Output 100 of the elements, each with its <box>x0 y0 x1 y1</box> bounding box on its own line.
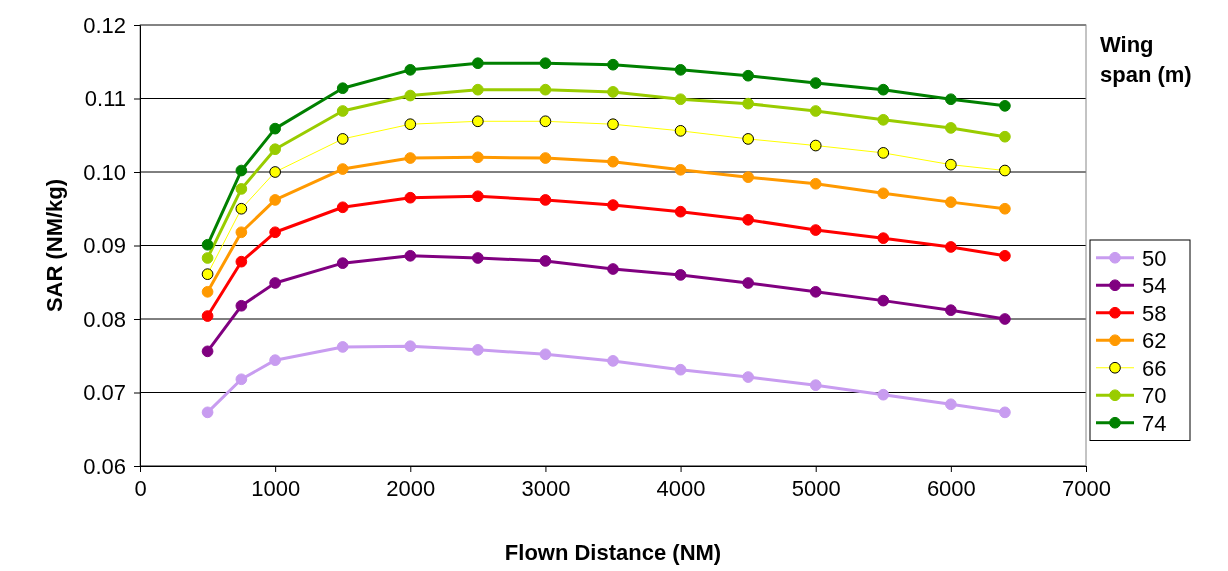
point <box>945 398 957 411</box>
point <box>472 151 484 164</box>
point <box>336 163 349 175</box>
point <box>472 115 484 128</box>
point <box>999 249 1011 262</box>
point <box>607 263 619 275</box>
x-tick-label: 6000 <box>926 475 976 501</box>
point <box>539 194 552 206</box>
y-tick-label: 0.12 <box>83 12 126 38</box>
point <box>742 213 754 226</box>
point <box>269 122 281 135</box>
point <box>235 373 248 386</box>
point <box>945 304 957 317</box>
point <box>404 89 417 102</box>
point <box>336 82 349 95</box>
point <box>674 363 687 376</box>
point <box>742 97 754 110</box>
point <box>539 255 552 267</box>
legend-label: 62 <box>1142 328 1167 354</box>
legend-label: 66 <box>1142 355 1167 381</box>
x-tick-label: 7000 <box>1062 475 1111 501</box>
point <box>404 152 417 164</box>
point <box>472 344 484 356</box>
point <box>269 226 281 239</box>
point <box>201 238 214 251</box>
point <box>999 100 1011 112</box>
legend-label: 70 <box>1142 383 1167 409</box>
point <box>269 354 281 366</box>
point <box>607 86 619 98</box>
point <box>404 63 417 76</box>
point <box>607 58 619 71</box>
point <box>945 122 957 134</box>
point <box>201 268 214 281</box>
point <box>235 202 248 215</box>
point <box>539 83 552 96</box>
point <box>607 355 619 367</box>
point <box>877 113 890 126</box>
point <box>742 277 754 289</box>
point <box>336 341 349 353</box>
point <box>201 252 214 264</box>
point <box>472 83 484 96</box>
point <box>999 130 1011 143</box>
point <box>539 115 552 128</box>
x-tick-label: 4000 <box>656 475 706 501</box>
point <box>201 345 214 358</box>
x-tick-label: 3000 <box>521 475 571 501</box>
point <box>809 105 822 117</box>
point <box>674 125 687 137</box>
point <box>235 164 248 177</box>
point <box>742 133 754 145</box>
point <box>201 285 214 298</box>
point <box>945 196 957 208</box>
point <box>336 133 349 145</box>
x-tick-label: 1000 <box>251 475 301 501</box>
point <box>235 226 248 239</box>
y-tick-label: 0.11 <box>84 86 126 112</box>
point <box>877 294 890 307</box>
point <box>269 143 281 156</box>
point <box>269 277 281 289</box>
point <box>809 285 822 298</box>
point <box>539 348 552 361</box>
y-tick-label: 0.10 <box>83 159 126 185</box>
x-axis-title: Flown Distance (NM) <box>504 540 722 565</box>
point <box>877 147 890 159</box>
x-tick-label: 0 <box>134 475 147 501</box>
y-tick-label: 0.06 <box>83 453 126 479</box>
point <box>404 191 417 204</box>
x-tick-label: 2000 <box>386 475 436 501</box>
point <box>539 152 552 164</box>
point <box>945 241 957 253</box>
y-tick-label: 0.08 <box>83 306 126 332</box>
point <box>472 57 484 70</box>
point <box>809 139 822 152</box>
point <box>674 205 687 218</box>
point <box>404 249 417 262</box>
legend-label: 50 <box>1142 245 1167 271</box>
point <box>877 388 890 401</box>
point <box>472 252 484 264</box>
point <box>999 313 1011 325</box>
point <box>877 83 890 96</box>
legend-label: 54 <box>1142 273 1167 299</box>
point <box>201 310 214 322</box>
point <box>235 255 248 268</box>
point <box>809 177 822 190</box>
y-tick-label: 0.09 <box>83 233 126 259</box>
point <box>674 269 687 281</box>
legend-title: Wing span (m) <box>1100 32 1192 87</box>
point <box>269 194 281 206</box>
point <box>235 183 248 195</box>
point <box>607 199 619 211</box>
point <box>336 105 349 117</box>
legend-label: 58 <box>1142 300 1167 326</box>
point <box>809 224 822 236</box>
point <box>235 299 248 312</box>
point <box>336 257 349 269</box>
point <box>809 379 822 391</box>
point <box>404 118 417 131</box>
point <box>201 406 214 419</box>
point <box>674 93 687 106</box>
point <box>674 63 687 76</box>
